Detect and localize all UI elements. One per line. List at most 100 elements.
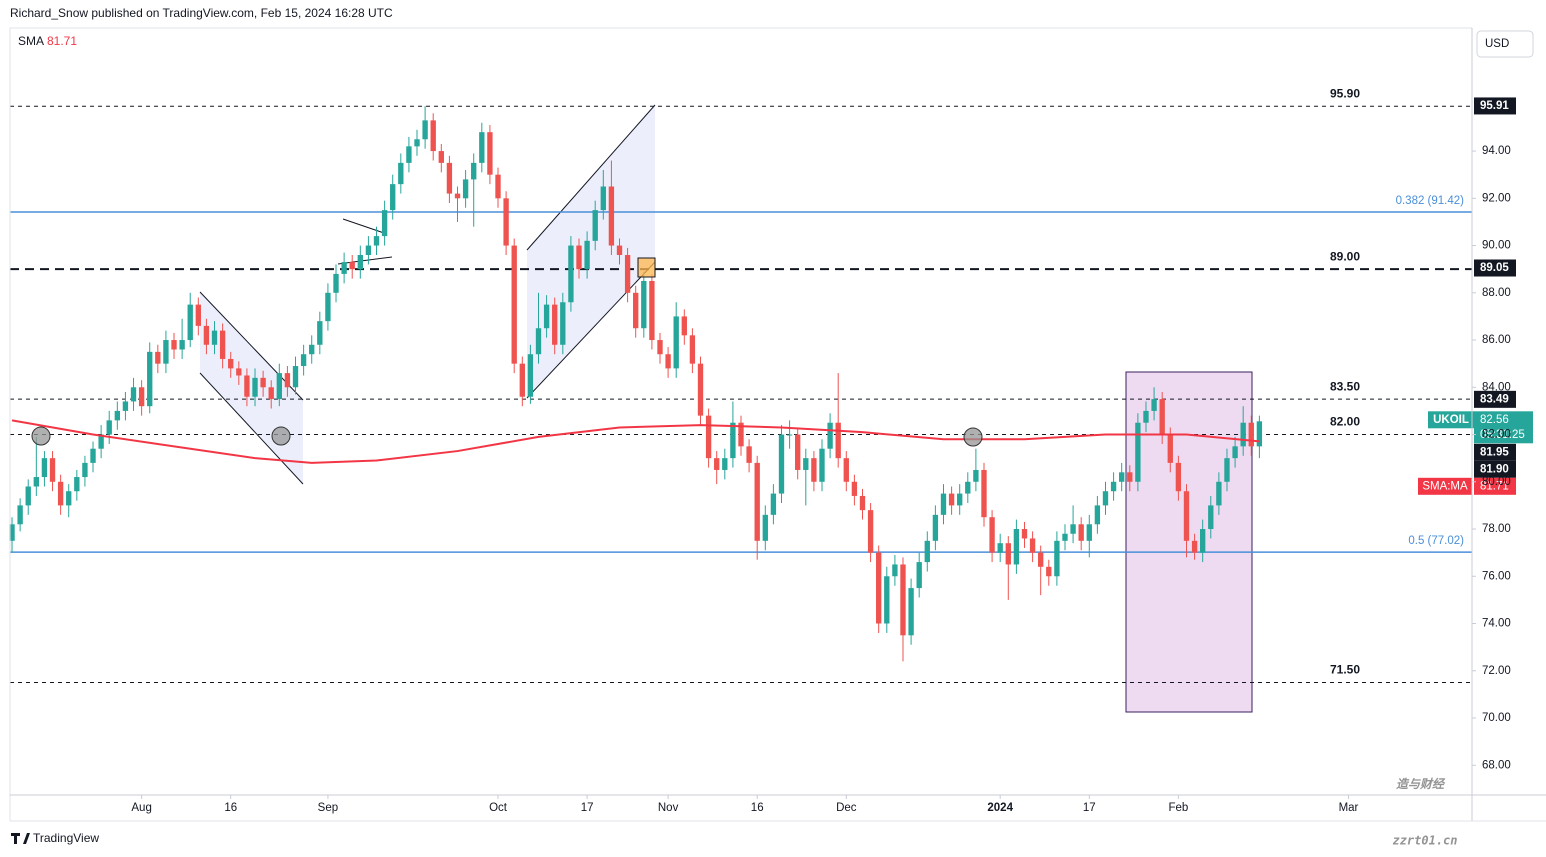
candle-body	[624, 255, 631, 293]
candle-body	[1070, 524, 1076, 534]
x-tick-label: Dec	[836, 802, 857, 814]
watermark-url: zzrt01.cn	[1392, 834, 1457, 848]
candle-body	[568, 245, 574, 303]
price-badge	[1474, 390, 1516, 408]
candle-body	[948, 493, 955, 506]
channel-line	[526, 261, 656, 399]
candle-body	[1175, 462, 1182, 492]
level-label: 0.382 (91.42)	[1396, 195, 1465, 207]
candle-body	[82, 462, 88, 478]
candle-body	[260, 377, 266, 388]
candle-body	[730, 422, 736, 459]
x-tick-label: Mar	[1339, 802, 1359, 814]
candle-body	[592, 210, 598, 241]
candle-body	[1208, 505, 1214, 530]
candle-body	[252, 377, 258, 397]
candle-body	[66, 491, 72, 506]
candle-body	[487, 132, 493, 175]
candle-body	[17, 505, 23, 525]
candle-body	[649, 280, 655, 341]
candle-body	[1248, 422, 1254, 447]
candle-body	[722, 458, 728, 470]
candle-body	[641, 280, 647, 329]
currency-button[interactable]	[1476, 30, 1534, 58]
sma-legend-name: SMA	[18, 34, 44, 48]
level-label: 89.00	[1330, 249, 1360, 263]
candle-body	[924, 540, 930, 563]
candle-body	[1135, 422, 1141, 482]
y-tick-label: 84.00	[1482, 381, 1511, 393]
candle-body	[681, 316, 687, 336]
candle-body	[1110, 481, 1117, 492]
channel-line	[526, 104, 656, 251]
candle-body	[503, 198, 509, 246]
candle-body	[325, 292, 331, 322]
candle-body	[495, 174, 501, 199]
price-value: 81.71	[1480, 480, 1509, 492]
candle-body	[122, 401, 129, 411]
candle-body	[778, 434, 785, 494]
price-badge	[1474, 443, 1516, 461]
candle-body	[284, 373, 291, 388]
x-tick-label: 17	[1083, 802, 1096, 814]
price-badge	[1474, 460, 1516, 478]
y-tick-label: 68.00	[1482, 759, 1511, 771]
y-tick-label: 94.00	[1482, 145, 1511, 157]
candle-body	[381, 210, 388, 237]
candle-body	[1013, 529, 1020, 565]
candle-body	[1216, 481, 1222, 506]
candle-body	[900, 564, 906, 636]
candle-body	[471, 162, 477, 180]
sma-line	[11, 419, 1260, 464]
candle-body	[228, 358, 234, 369]
candle-body	[211, 330, 218, 345]
candle-body	[462, 179, 469, 199]
price-value: 82.56	[1480, 414, 1509, 426]
candle-body	[430, 120, 436, 152]
candle-body	[25, 486, 31, 506]
candle-body	[1054, 540, 1060, 577]
brand-logo	[11, 833, 30, 844]
price-value: 89.05	[1480, 262, 1509, 274]
candle-body	[697, 363, 704, 416]
candle-body	[803, 458, 809, 470]
candle-body	[1029, 538, 1036, 553]
overlay: 95.91 89.05 83.49 UKOIL 82.56 05:31:25 81.95 81…	[1418, 97, 1533, 495]
candle-body	[309, 344, 315, 355]
candle-body	[795, 434, 801, 470]
candle-body	[1200, 529, 1206, 553]
candle-body	[357, 255, 363, 270]
candle-body	[90, 448, 96, 463]
badge-name: SMA:MA	[1422, 480, 1468, 492]
candle-body	[1102, 491, 1109, 506]
currency-label: USD	[1485, 38, 1509, 50]
candle-body	[552, 304, 558, 345]
candle-body	[1191, 540, 1198, 553]
candle-body	[1046, 566, 1052, 577]
price-badge	[1474, 97, 1516, 115]
candle-body	[876, 552, 882, 624]
candle-body	[705, 415, 712, 459]
x-tick-label: Feb	[1168, 802, 1188, 814]
candle-body	[1167, 434, 1173, 463]
level-label: 83.50	[1330, 379, 1360, 393]
candle-body	[317, 321, 323, 345]
candle-body	[892, 564, 898, 577]
sma-legend-value: 81.71	[47, 34, 77, 48]
marker-circle	[31, 426, 51, 446]
pennant-line	[342, 218, 385, 234]
candle-body	[219, 330, 226, 359]
level-label: 71.50	[1330, 663, 1360, 677]
candle-body	[1151, 399, 1157, 411]
x-tick-label: Nov	[658, 802, 679, 814]
candle-body	[1183, 491, 1190, 541]
candle-body	[835, 422, 841, 459]
channel-line	[199, 372, 304, 485]
candle-body	[576, 245, 582, 270]
y-tick-label: 70.00	[1482, 712, 1511, 724]
marker-box	[637, 257, 656, 278]
candle-body	[268, 387, 274, 400]
candle-body	[406, 146, 412, 163]
symbol-name: UKOIL	[1433, 414, 1469, 426]
